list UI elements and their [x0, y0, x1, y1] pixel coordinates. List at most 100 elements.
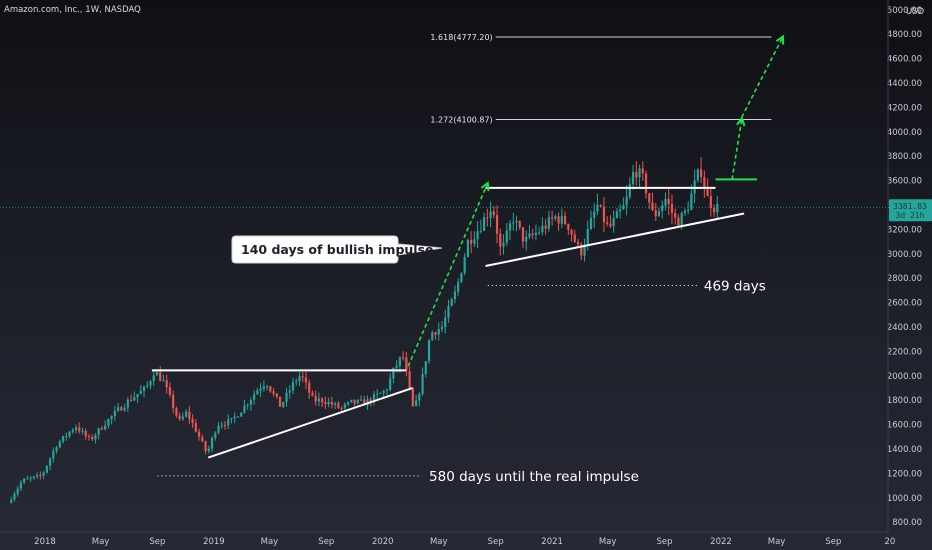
impulse-arrow-2020[interactable] [407, 182, 489, 367]
candle-body [473, 239, 476, 244]
candle-body [431, 332, 434, 341]
time-tick-label: Sep [318, 537, 334, 547]
candle-body [110, 415, 113, 420]
candle-body [223, 425, 227, 427]
candle-body [453, 291, 457, 300]
candle-body [220, 425, 223, 427]
candle-body [709, 196, 712, 208]
candle-body [615, 211, 618, 219]
price-tick-label: 4600.00 [887, 55, 922, 65]
candle-body [337, 403, 340, 408]
candle-body [340, 407, 343, 409]
candle-body [87, 436, 91, 438]
candle-body [175, 408, 178, 416]
candle-body [479, 230, 482, 232]
annotation-469-days: 469 days [704, 279, 766, 295]
candle-body [424, 361, 427, 374]
impulse-arrowhead [480, 181, 490, 192]
time-tick-label: Sep [825, 537, 841, 547]
candle-body [602, 206, 606, 223]
candle-body [648, 193, 651, 203]
candle-body [560, 215, 563, 224]
candle-body [217, 426, 220, 433]
candle-body [712, 207, 716, 213]
fib-level-label: 1.618(4777.20) [430, 33, 492, 42]
candle-body [210, 437, 214, 449]
candle-body [288, 390, 291, 393]
candle-body [677, 217, 680, 228]
candle-body [58, 441, 61, 448]
candle-body [541, 225, 544, 233]
candle-body [486, 217, 489, 219]
candle-body [291, 382, 295, 391]
candle-body [450, 299, 453, 306]
candle-body [654, 210, 657, 217]
candle-body [146, 385, 149, 387]
support-trendline-2019[interactable] [208, 387, 413, 459]
candle-body [434, 332, 437, 335]
candle-body [674, 213, 677, 218]
candle-body [71, 429, 74, 432]
candle-body [609, 223, 612, 227]
candle-body [495, 215, 499, 234]
candle-body [534, 232, 538, 235]
candle-body [499, 233, 502, 247]
candle-body [596, 204, 599, 212]
callout-bubble[interactable] [231, 235, 443, 264]
candle-body [201, 436, 204, 442]
candle-body [10, 499, 13, 503]
projection-arrow-2[interactable] [741, 36, 784, 118]
candle-body [39, 475, 42, 477]
candle-body [570, 229, 573, 235]
candle-body [638, 168, 641, 178]
candle-body [696, 169, 699, 181]
candle-body [369, 399, 372, 402]
candle-body [120, 407, 123, 411]
candle-body [580, 244, 583, 256]
drawing-layer[interactable]: 1.618(4777.20) 1.272(4100.87) 580 days unt… [0, 33, 888, 485]
time-tick-label: 20 [884, 537, 895, 547]
candle-body [227, 419, 230, 426]
candle-body [321, 398, 324, 403]
candle-body [418, 393, 421, 401]
candle-body [683, 210, 687, 213]
time-axis[interactable]: 2018 May Sep 2019 May Sep 2020 May Sep 2021 May Sep… [34, 537, 895, 547]
last-price-badge [889, 199, 932, 222]
candle-body [301, 376, 304, 378]
candle-body [129, 399, 133, 401]
candle-body [706, 187, 709, 197]
time-tick-label: 2018 [34, 537, 56, 547]
price-tick-label: 4200.00 [887, 103, 922, 113]
candle-body [644, 173, 648, 194]
candle-body [411, 387, 414, 407]
candle-body [68, 431, 71, 437]
price-axis[interactable]: 800.00 1000.00 1200.00 1400.00 1600.00 1800.0… [887, 6, 922, 528]
support-trendline-2021[interactable] [485, 212, 745, 267]
fib-level-label: 1.272(4100.87) [430, 115, 492, 124]
candle-body [583, 245, 586, 256]
last-price-value: 3381.83 [893, 202, 927, 211]
candle-body [23, 478, 26, 483]
candle-body [249, 399, 253, 405]
time-tick-label: 2019 [203, 537, 225, 547]
candle-body [528, 233, 531, 237]
candle-body [631, 172, 635, 185]
price-tick-label: 1600.00 [887, 421, 922, 431]
price-tick-label: 1200.00 [887, 469, 922, 479]
candle-body [36, 475, 39, 477]
candle-body [324, 402, 327, 405]
candle-body [641, 168, 644, 174]
candle-body [308, 382, 311, 393]
candle-body [304, 377, 308, 383]
projection-arrow-1[interactable] [731, 118, 743, 180]
candle-body [625, 196, 628, 206]
candle-body [567, 224, 570, 230]
candle-body [243, 405, 246, 413]
candle-body [113, 410, 116, 416]
candle-body [32, 476, 35, 478]
candle-body [551, 217, 554, 219]
candle-body [185, 411, 188, 417]
candle-body [61, 436, 65, 442]
candle-body [353, 399, 356, 404]
